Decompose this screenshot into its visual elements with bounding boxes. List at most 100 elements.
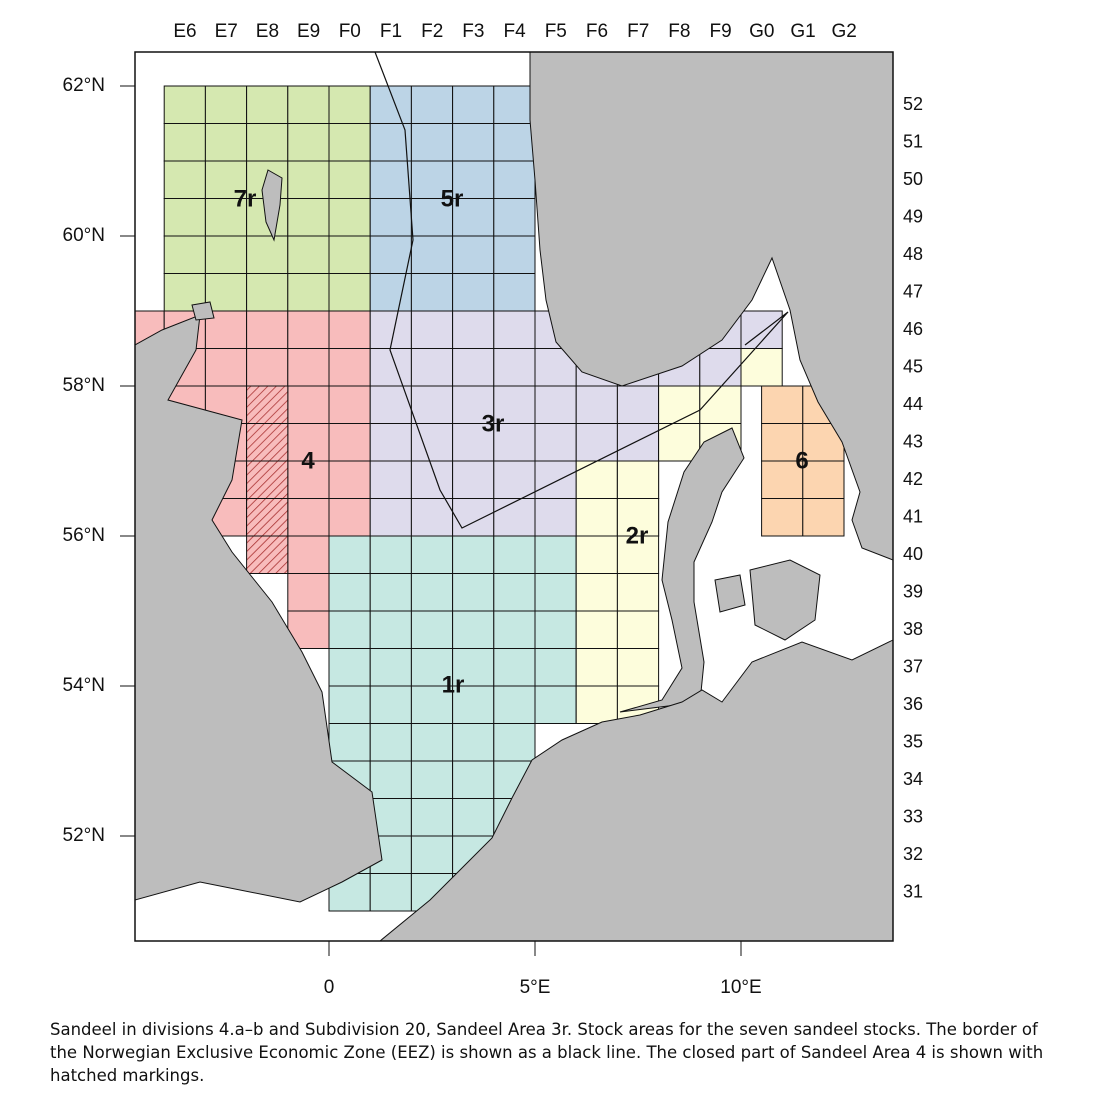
grid-cell xyxy=(163,160,206,199)
grid-cell xyxy=(410,798,454,837)
grid-cell xyxy=(369,235,412,274)
longitude-label: 10°E xyxy=(720,977,761,998)
grid-cell xyxy=(369,498,412,537)
row-label: 31 xyxy=(903,881,923,901)
area-label: 1r xyxy=(442,671,465,698)
frame xyxy=(134,51,894,942)
grid-cell xyxy=(246,85,289,124)
grid-cell xyxy=(493,535,536,574)
britain xyxy=(135,314,383,903)
column-label: F2 xyxy=(421,21,443,42)
grid-cell xyxy=(163,123,206,162)
grid-cell xyxy=(616,648,660,687)
area-label: 3r xyxy=(482,410,505,437)
grid-cell xyxy=(575,685,618,724)
grid-cell xyxy=(328,460,371,499)
row-label: 42 xyxy=(903,469,923,489)
grid-cell xyxy=(575,385,618,424)
grid-cell xyxy=(493,123,536,162)
grid-cell xyxy=(616,460,660,499)
grid-cell xyxy=(204,123,248,162)
grid-cell xyxy=(534,385,577,424)
grid-cell xyxy=(287,423,330,462)
row-label: 39 xyxy=(903,581,923,601)
longitude-label: 5°E xyxy=(520,977,551,998)
grid-cell xyxy=(699,385,742,424)
grid-cell xyxy=(493,685,536,724)
grid-cell xyxy=(369,198,412,237)
row-label: 45 xyxy=(903,356,923,376)
column-label: E9 xyxy=(297,21,320,42)
grid-cell xyxy=(328,85,371,124)
shetland xyxy=(261,169,283,242)
grid-cell xyxy=(616,610,660,649)
grid-cell xyxy=(452,423,495,462)
grid-cell xyxy=(163,235,206,274)
grid-cell xyxy=(410,123,454,162)
row-label: 38 xyxy=(903,619,923,639)
grid-cell xyxy=(410,385,454,424)
latitude-label: 54°N xyxy=(63,675,105,696)
continent xyxy=(379,639,893,941)
grid-cell xyxy=(493,648,536,687)
grid-cell xyxy=(204,235,248,274)
grid-cell xyxy=(328,310,371,349)
row-label: 36 xyxy=(903,694,923,714)
grid-cell xyxy=(452,460,495,499)
grid-cell xyxy=(163,198,206,237)
grid-cell xyxy=(369,610,412,649)
grid-cell xyxy=(328,235,371,274)
grid-cell xyxy=(328,423,371,462)
column-label: F1 xyxy=(380,21,402,42)
grid-cell xyxy=(410,723,454,762)
norway-sweden xyxy=(529,52,893,561)
area-label: 6 xyxy=(795,447,808,474)
grid-cell xyxy=(493,610,536,649)
grid-cell xyxy=(163,85,206,124)
funen xyxy=(714,574,746,613)
grid-cell xyxy=(410,310,454,349)
row-label: 48 xyxy=(903,244,923,264)
grid-cell xyxy=(369,160,412,199)
row-label: 41 xyxy=(903,506,923,526)
grid-cell xyxy=(575,648,618,687)
grid-cell xyxy=(616,535,660,574)
row-label: 51 xyxy=(903,131,923,151)
grid-cell xyxy=(575,610,618,649)
grid-cell xyxy=(452,348,495,387)
grid-cell xyxy=(761,498,804,537)
row-label: 33 xyxy=(903,806,923,826)
denmark xyxy=(619,427,745,713)
grid-cell xyxy=(369,760,412,799)
grid-cell xyxy=(493,273,536,312)
grid-cell xyxy=(328,348,371,387)
labels: E6 E7 E8 E9 F0 F1 F2 F3 F4 F5 F6 F7 F8 F9 G0 G1 G2 52 51 50… xyxy=(63,21,923,998)
grid-cell xyxy=(802,498,845,537)
column-label: F7 xyxy=(627,21,649,42)
grid-cell xyxy=(452,573,495,612)
grid-cell xyxy=(369,535,412,574)
grid-cell xyxy=(328,685,371,724)
closed-area xyxy=(246,535,289,574)
column-label: E8 xyxy=(256,21,279,42)
grid-cell xyxy=(658,423,701,462)
column-label: E7 xyxy=(215,21,238,42)
grid-cell xyxy=(410,685,454,724)
grid-cell xyxy=(616,423,660,462)
grid-cell xyxy=(452,310,495,349)
grid-cell xyxy=(287,123,330,162)
column-label: F4 xyxy=(504,21,527,42)
grid-cell xyxy=(493,460,536,499)
grid-cell xyxy=(575,498,618,537)
grid-cell xyxy=(410,423,454,462)
grid-cell xyxy=(534,423,577,462)
area-label: 5r xyxy=(441,185,464,212)
area-label: 4 xyxy=(301,447,315,474)
grid-cell xyxy=(452,535,495,574)
grid-cell xyxy=(410,235,454,274)
grid-cell xyxy=(658,385,701,424)
grid-cell xyxy=(410,573,454,612)
column-label: G1 xyxy=(790,21,815,42)
grid-cell xyxy=(287,235,330,274)
